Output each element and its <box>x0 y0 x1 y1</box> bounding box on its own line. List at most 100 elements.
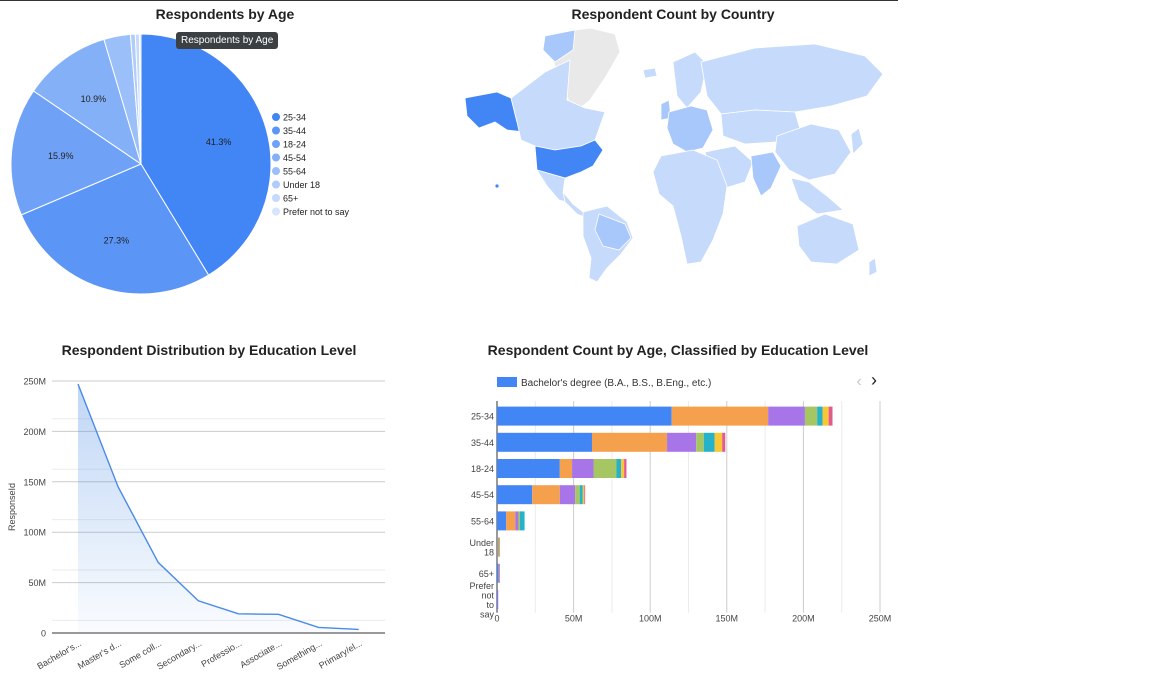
x-tick-label: 250M <box>869 614 892 624</box>
y-category-label: say <box>480 609 495 619</box>
y-category-label: Under <box>469 538 494 548</box>
map-region-new-zealand[interactable] <box>868 257 878 277</box>
bar-segment[interactable] <box>817 406 823 426</box>
bar-segment[interactable] <box>828 406 833 426</box>
bar-segment[interactable] <box>579 485 583 505</box>
legend-prev-icon: ‹ <box>856 373 861 390</box>
age-pie-panel: Respondents by Age 41.3% 27.3% 15.9% 10.9% 2… <box>0 0 450 320</box>
pie-chart-title: Respondents by Age <box>155 6 295 22</box>
map-region-japan[interactable] <box>850 127 864 155</box>
x-tick-label: Professio... <box>199 638 243 669</box>
map-region-africa[interactable] <box>652 149 728 265</box>
map-region-canada-islands[interactable] <box>542 29 576 63</box>
x-tick-label: 0 <box>494 614 499 624</box>
map-region-brazil[interactable] <box>594 213 632 251</box>
bar-segment[interactable] <box>497 590 498 609</box>
world-map[interactable] <box>455 0 895 290</box>
pie-slice[interactable] <box>20 163 210 295</box>
bar-segment[interactable] <box>582 485 585 505</box>
pie-legend-label: 45-54 <box>283 153 306 163</box>
bar-segment[interactable] <box>519 511 525 531</box>
y-tick-label: 250M <box>23 377 46 387</box>
bar-legend-label: Bachelor's degree (B.A., B.S., B.Eng., e… <box>521 378 711 389</box>
map-region-china[interactable] <box>774 123 852 181</box>
bar-segment[interactable] <box>497 432 592 452</box>
y-category-label: 25-34 <box>471 412 494 422</box>
bar-segment[interactable] <box>498 563 500 583</box>
bar-segment[interactable] <box>497 590 499 609</box>
bar-segment[interactable] <box>518 511 520 531</box>
bar-segment[interactable] <box>804 406 818 426</box>
map-region-southeast-asia[interactable] <box>790 177 844 215</box>
bar-segment[interactable] <box>722 432 726 452</box>
y-tick-label: 150M <box>23 477 46 487</box>
legend-swatch <box>497 377 517 387</box>
bar-segment[interactable] <box>584 485 586 505</box>
x-tick-label: 150M <box>716 614 739 624</box>
education-area-chart: 0 50M 100M 150M 200M 250M Bachelor's...Master'… <box>7 377 385 672</box>
map-region-russia[interactable] <box>700 43 884 115</box>
x-tick-label: 200M <box>792 614 815 624</box>
bar-segment[interactable] <box>591 432 668 452</box>
x-tick-label: Bachelor's... <box>35 638 83 671</box>
pie-slice[interactable] <box>10 90 143 216</box>
bar-segment[interactable] <box>532 485 560 505</box>
bar-segment[interactable] <box>497 511 507 531</box>
bar-segment[interactable] <box>621 459 625 478</box>
bar-segment[interactable] <box>575 485 580 505</box>
y-tick-label: 100M <box>23 528 46 538</box>
map-region-india[interactable] <box>750 151 782 197</box>
bar-segment[interactable] <box>696 432 704 452</box>
bar-segment[interactable] <box>616 459 622 478</box>
y-tick-label: 0 <box>41 629 46 639</box>
bar-segment[interactable] <box>515 511 519 531</box>
pie-legend-label: 35-44 <box>283 126 306 136</box>
x-tick-label: Master's d... <box>76 638 123 671</box>
bar-segment[interactable] <box>498 537 500 557</box>
map-region-scandinavia[interactable] <box>672 51 708 109</box>
pie-slice-label: 41.3% <box>206 137 232 147</box>
pie-slice-label: 15.9% <box>48 151 74 161</box>
y-axis-label: ResponseId <box>7 483 17 531</box>
bar-segment[interactable] <box>572 459 594 478</box>
bar-segment[interactable] <box>671 406 769 426</box>
bar-segment[interactable] <box>714 432 723 452</box>
age-education-stacked-bar-chart: Bachelor's degree (B.A., B.S., B.Eng., e… <box>469 370 892 624</box>
bar-segment[interactable] <box>506 511 516 531</box>
bar-segment[interactable] <box>497 537 498 557</box>
bar-segment[interactable] <box>559 485 576 505</box>
legend-marker <box>272 126 280 135</box>
bar-segment[interactable] <box>624 459 627 478</box>
education-area-panel: Respondent Distribution by Education Lev… <box>0 330 430 673</box>
map-region-iceland[interactable] <box>642 67 658 79</box>
bar-segment[interactable] <box>497 563 499 583</box>
legend-next-icon: › <box>871 370 877 390</box>
map-region-europe[interactable] <box>666 105 714 153</box>
y-category-label: 65+ <box>479 569 494 579</box>
map-region-australia[interactable] <box>796 213 860 265</box>
bar-segment[interactable] <box>497 537 499 557</box>
pie-legend-label: 25-34 <box>283 113 306 123</box>
map-region-alaska[interactable] <box>464 91 526 133</box>
bar-segment[interactable] <box>768 406 805 426</box>
x-tick-label: 50M <box>565 614 583 624</box>
map-region-hawaii[interactable] <box>495 184 499 188</box>
bar-segment[interactable] <box>497 459 560 478</box>
x-tick-label: Something... <box>275 638 324 672</box>
bar-segment[interactable] <box>667 432 697 452</box>
pie-slice[interactable] <box>32 38 142 166</box>
bar-segment[interactable] <box>559 459 573 478</box>
bar-segment[interactable] <box>703 432 715 452</box>
pie-legend-label: Under 18 <box>283 180 320 190</box>
bar-segment[interactable] <box>593 459 617 478</box>
bar-segment[interactable] <box>498 537 501 557</box>
bar-segment[interactable] <box>498 563 500 583</box>
bar-segment[interactable] <box>497 485 533 505</box>
bar-segment[interactable] <box>497 406 672 426</box>
bar-segment[interactable] <box>822 406 829 426</box>
y-category-label: 45-54 <box>471 490 494 500</box>
legend-marker <box>272 113 280 121</box>
pie-slice[interactable] <box>138 33 142 165</box>
age-pie-chart: 41.3% 27.3% 15.9% 10.9% 25-34 35-44 18-24 45-54… <box>10 33 350 295</box>
legend-marker <box>272 194 280 202</box>
